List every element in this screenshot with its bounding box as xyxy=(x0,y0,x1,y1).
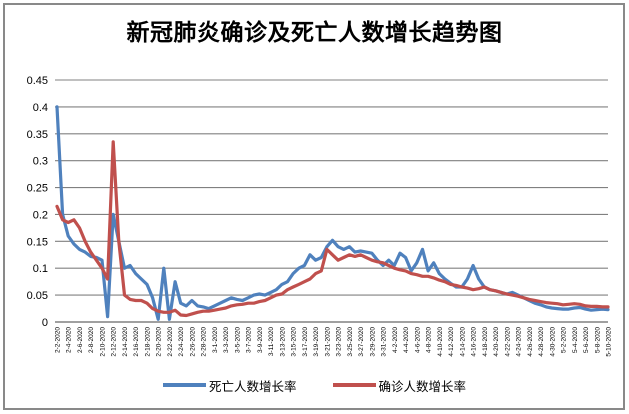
x-tick-label: 4-30-2020 xyxy=(549,327,556,357)
x-tick-label: 2-4-2020 xyxy=(66,327,73,353)
x-tick-label: 2-2-2020 xyxy=(55,327,62,353)
x-tick-label: 4-4-2020 xyxy=(403,327,410,353)
x-tick-label: 3-25-2020 xyxy=(347,327,354,357)
x-tick-label: 4-24-2020 xyxy=(516,327,523,357)
x-tick-label: 3-29-2020 xyxy=(369,327,376,357)
x-tick-label: 4-12-2020 xyxy=(448,327,455,357)
x-tick-label: 3-17-2020 xyxy=(302,327,309,357)
x-tick-label: 3-27-2020 xyxy=(358,327,365,357)
deaths-line-swatch xyxy=(162,383,206,387)
x-tick-label: 5-6-2020 xyxy=(583,327,590,353)
x-tick-label: 4-2-2020 xyxy=(392,327,399,353)
x-tick-label: 4-16-2020 xyxy=(471,327,478,357)
y-tick-label: 0.3 xyxy=(33,156,48,168)
y-tick-label: 0.25 xyxy=(27,183,48,195)
x-tick-label: 3-23-2020 xyxy=(336,327,343,357)
x-tick-label: 3-5-2020 xyxy=(234,327,241,353)
x-tick-label: 4-20-2020 xyxy=(493,327,500,357)
y-tick-label: 0.45 xyxy=(27,75,48,87)
x-tick-label: 2-28-2020 xyxy=(201,327,208,357)
x-tick-label: 3-21-2020 xyxy=(324,327,331,357)
x-tick-label: 2-22-2020 xyxy=(167,327,174,357)
x-tick-label: 3-15-2020 xyxy=(291,327,298,357)
legend-label-deaths: 死亡人数增长率 xyxy=(208,379,297,394)
x-tick-label: 4-8-2020 xyxy=(426,327,433,353)
y-tick-label: 0.4 xyxy=(33,102,48,114)
x-tick-label: 5-4-2020 xyxy=(572,327,579,353)
x-tick-label: 3-3-2020 xyxy=(223,327,230,353)
x-tick-label: 5-10-2020 xyxy=(606,327,613,357)
x-tick-label: 4-18-2020 xyxy=(482,327,489,357)
x-tick-label: 4-14-2020 xyxy=(459,327,466,357)
confirmed-line-swatch xyxy=(332,383,376,387)
legend-label-confirmed: 确诊人数增长率 xyxy=(378,379,467,394)
x-tick-label: 3-11-2020 xyxy=(268,327,275,357)
x-tick-label: 2-8-2020 xyxy=(88,327,95,353)
x-tick-label: 2-18-2020 xyxy=(145,327,152,357)
y-tick-label: 0.35 xyxy=(27,129,48,141)
x-tick-label: 5-8-2020 xyxy=(594,327,601,353)
x-tick-label: 2-26-2020 xyxy=(189,327,196,357)
x-tick-label: 3-1-2020 xyxy=(212,327,219,353)
x-tick-label: 4-6-2020 xyxy=(414,327,421,353)
chart-title: 新冠肺炎确诊及死亡人数增长趋势图 xyxy=(126,19,503,45)
x-tick-label: 2-6-2020 xyxy=(77,327,84,353)
x-tick-label: 3-31-2020 xyxy=(381,327,388,357)
y-tick-label: 0.15 xyxy=(27,236,48,248)
confirmed-growth-line xyxy=(55,140,610,318)
deaths-growth-line xyxy=(55,105,610,321)
x-tick-label: 2-16-2020 xyxy=(133,327,140,357)
legend-item-deaths[interactable]: 死亡人数增长率 xyxy=(162,376,297,395)
x-tick-label: 2-14-2020 xyxy=(122,327,129,357)
y-tick-label: 0.1 xyxy=(33,263,48,275)
x-tick-label: 3-7-2020 xyxy=(246,327,253,353)
x-tick-label: 3-13-2020 xyxy=(279,327,286,357)
legend: 死亡人数增长率 确诊人数增长率 xyxy=(0,374,629,396)
x-tick-label: 3-9-2020 xyxy=(257,327,264,353)
chart-frame xyxy=(3,3,625,410)
x-tick-label: 4-22-2020 xyxy=(504,327,511,357)
legend-item-confirmed[interactable]: 确诊人数增长率 xyxy=(332,376,467,395)
x-tick-label: 4-26-2020 xyxy=(527,327,534,357)
x-tick-label: 2-24-2020 xyxy=(178,327,185,357)
x-tick-label: 2-12-2020 xyxy=(111,327,118,357)
x-tick-label: 3-19-2020 xyxy=(313,327,320,357)
y-tick-label: 0 xyxy=(42,317,48,329)
y-tick-label: 0.2 xyxy=(33,209,48,221)
x-tick-label: 4-28-2020 xyxy=(538,327,545,357)
x-tick-label: 2-10-2020 xyxy=(100,327,107,357)
x-tick-label: 2-20-2020 xyxy=(156,327,163,357)
y-tick-label: 0.05 xyxy=(27,290,48,302)
x-tick-label: 5-2-2020 xyxy=(561,327,568,353)
x-tick-label: 4-10-2020 xyxy=(437,327,444,357)
